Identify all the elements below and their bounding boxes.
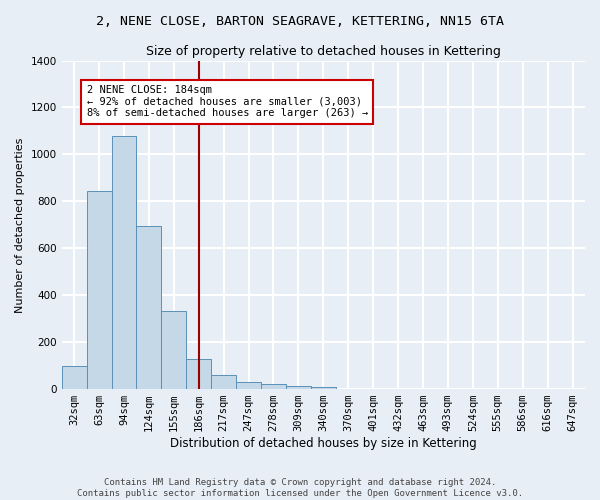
Text: Contains HM Land Registry data © Crown copyright and database right 2024.
Contai: Contains HM Land Registry data © Crown c… (77, 478, 523, 498)
Bar (161, 311, 186, 389)
Y-axis label: Number of detached properties: Number of detached properties (15, 137, 25, 312)
Bar (86, 192, 112, 389)
X-axis label: Distribution of detached houses by size in Kettering: Distribution of detached houses by size … (170, 437, 477, 450)
Bar (261, 384, 286, 389)
Text: 2 NENE CLOSE: 184sqm
← 92% of detached houses are smaller (3,003)
8% of semi-det: 2 NENE CLOSE: 184sqm ← 92% of detached h… (86, 85, 368, 118)
Text: 2, NENE CLOSE, BARTON SEAGRAVE, KETTERING, NN15 6TA: 2, NENE CLOSE, BARTON SEAGRAVE, KETTERIN… (96, 15, 504, 28)
Title: Size of property relative to detached houses in Kettering: Size of property relative to detached ho… (146, 45, 501, 58)
Bar (311, 386, 336, 389)
Bar (112, 136, 136, 389)
Bar (236, 382, 261, 389)
Bar (136, 226, 161, 389)
Bar (186, 358, 211, 389)
Bar (211, 374, 236, 389)
Bar (62, 366, 86, 389)
Bar (286, 386, 311, 389)
